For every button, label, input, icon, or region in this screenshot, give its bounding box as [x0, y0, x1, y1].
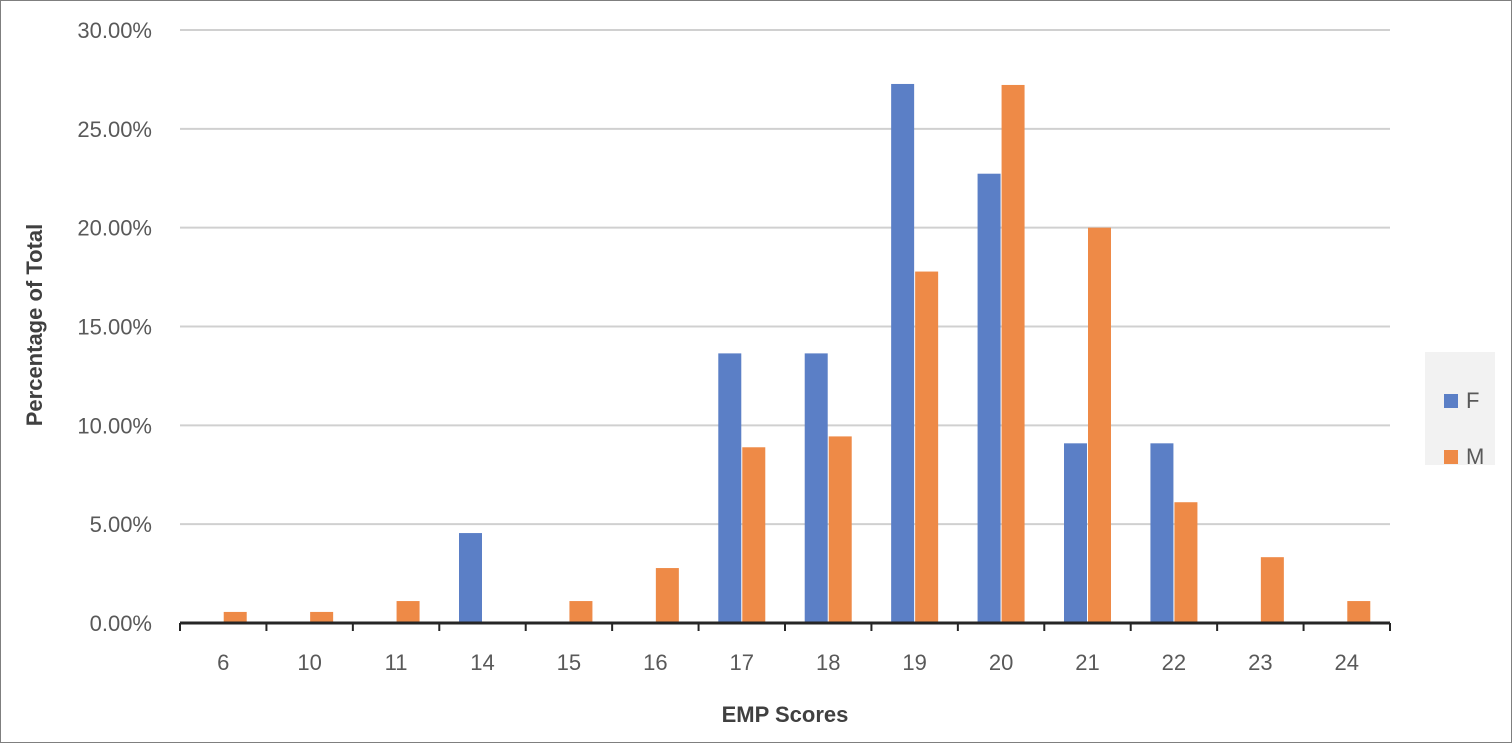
y-tick-label: 15.00%: [77, 315, 152, 340]
y-tick-label: 25.00%: [77, 117, 152, 142]
legend: FM: [1425, 352, 1495, 469]
y-tick-label: 20.00%: [77, 216, 152, 241]
x-tick-label: 22: [1162, 650, 1186, 675]
gridlines: [180, 29, 1390, 526]
x-tick-label: 23: [1248, 650, 1272, 675]
x-tick-label: 10: [297, 650, 321, 675]
bar-M-6: [223, 611, 247, 623]
bar-F-22: [1150, 443, 1174, 623]
x-tick-label: 16: [643, 650, 667, 675]
y-axis-title: Percentage of Total: [22, 224, 47, 427]
bar-M-22: [1174, 502, 1198, 623]
x-tick-label: 17: [730, 650, 754, 675]
bar-M-19: [915, 271, 939, 623]
bar-F-21: [1064, 443, 1087, 623]
y-tick-label: 0.00%: [90, 611, 152, 636]
x-tick-label: 15: [557, 650, 581, 675]
y-tick-label: 5.00%: [90, 512, 152, 537]
y-tick-label: 30.00%: [77, 18, 152, 43]
x-tick-label: 6: [217, 650, 229, 675]
bar-M-15: [569, 601, 593, 623]
bar-M-18: [828, 436, 852, 623]
bar-F-17: [718, 353, 742, 623]
x-axis-title: EMP Scores: [722, 702, 849, 727]
bar-F-14: [459, 533, 482, 623]
x-tick-label: 19: [902, 650, 926, 675]
x-tick-label: 24: [1335, 650, 1359, 675]
bar-F-19: [891, 83, 915, 623]
bar-F-18: [804, 353, 828, 623]
y-tick-label: 10.00%: [77, 413, 152, 438]
bar-M-11: [396, 601, 420, 623]
bar-M-20: [1001, 84, 1025, 623]
x-tick-label: 11: [385, 650, 408, 675]
y-axis-ticks: 0.00% 5.00% 10.00% 15.00% 20.00% 25.00% 30.00%: [77, 18, 152, 636]
bar-M-24: [1347, 601, 1371, 623]
bars: [223, 83, 1371, 623]
x-tick-label: 20: [989, 650, 1013, 675]
bar-M-17: [742, 447, 766, 623]
bar-F-20: [977, 173, 1001, 623]
legend-box: [1425, 352, 1495, 465]
legend-swatch-F: [1444, 394, 1458, 408]
bar-M-23: [1260, 557, 1284, 623]
x-tick-label: 18: [816, 650, 840, 675]
legend-label-M: M: [1466, 444, 1484, 469]
x-tick-label: 21: [1075, 650, 1099, 675]
legend-swatch-M: [1444, 450, 1458, 464]
bar-M-21: [1088, 227, 1111, 623]
x-tick-label: 14: [470, 650, 494, 675]
x-axis-tick-marks: [179, 623, 1391, 631]
bar-M-16: [655, 568, 679, 623]
bar-M-10: [310, 611, 334, 623]
legend-label-F: F: [1466, 388, 1479, 413]
x-axis-ticks: 6 10 11 14 15 16 17 18 19 20 21 22 23 24: [217, 650, 1359, 675]
